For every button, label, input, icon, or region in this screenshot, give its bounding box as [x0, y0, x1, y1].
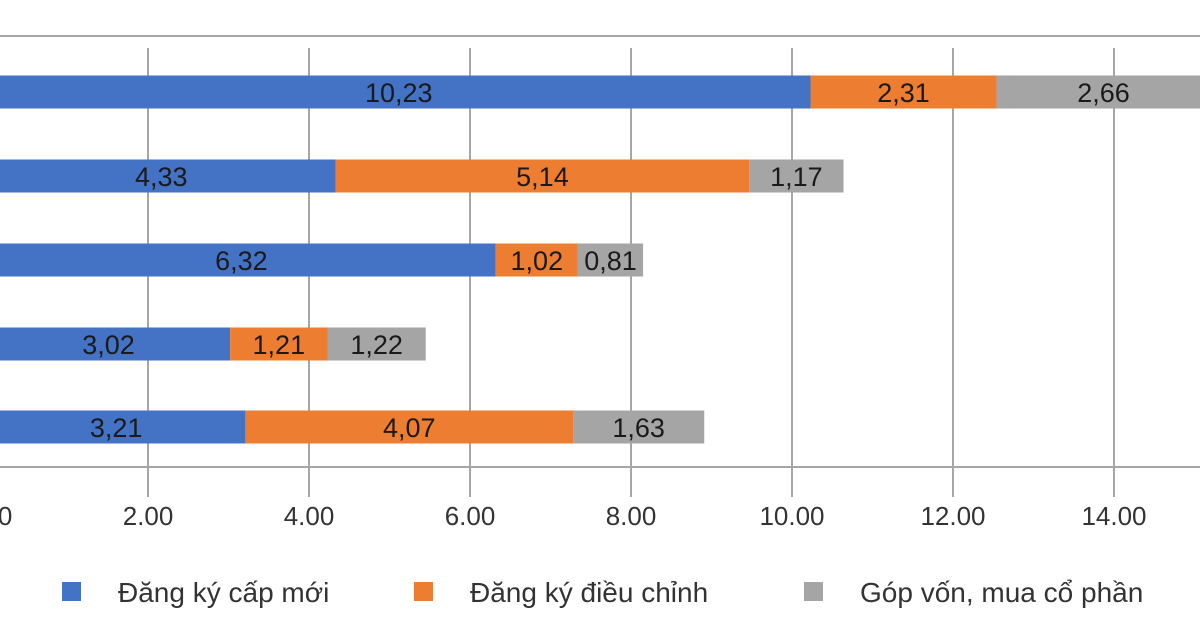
bar-segment — [0, 410, 246, 444]
bar-segment — [230, 327, 328, 361]
bar-segment — [327, 327, 426, 361]
data-label: 2,66 — [1077, 78, 1130, 108]
data-label: 0,81 — [584, 246, 637, 276]
data-label: 3,21 — [90, 413, 143, 443]
data-label: 1,22 — [350, 330, 403, 360]
bar-segment — [577, 243, 644, 277]
x-tick-label: 0.00 — [0, 501, 12, 531]
data-label: 1,63 — [612, 413, 665, 443]
x-tick-label: 2.00 — [123, 501, 174, 531]
x-tick-label: 4.00 — [284, 501, 335, 531]
bar-segment — [245, 410, 574, 444]
data-label: 1,02 — [511, 246, 564, 276]
data-label: 5,14 — [516, 162, 569, 192]
bar-segment — [335, 159, 750, 193]
data-label: 1,17 — [770, 162, 823, 192]
data-label: 6,32 — [215, 246, 268, 276]
legend-label: Góp vốn, mua cổ phần — [860, 577, 1143, 608]
data-label: 4,33 — [135, 162, 188, 192]
bar-segment — [810, 75, 997, 109]
bar-segment — [0, 243, 496, 277]
x-tick-label: 8.00 — [606, 501, 657, 531]
x-tick-label: 6.00 — [445, 501, 496, 531]
bar-segment — [749, 159, 844, 193]
x-tick-label: 12.00 — [920, 501, 985, 531]
data-label: 2,31 — [877, 78, 930, 108]
bar-segment — [0, 75, 811, 109]
legend-swatch — [804, 582, 823, 601]
data-label: 4,07 — [383, 413, 436, 443]
legend-swatch — [62, 582, 81, 601]
bar-segment — [573, 410, 705, 444]
bar-segment — [0, 159, 336, 193]
x-tick-label: 10.00 — [759, 501, 824, 531]
legend-label: Đăng ký điều chỉnh — [470, 577, 708, 608]
data-label: 3,02 — [82, 330, 135, 360]
bar-segment — [0, 327, 231, 361]
x-tick-label: 14.00 — [1081, 501, 1146, 531]
legend-swatch — [414, 582, 433, 601]
legend-label: Đăng ký cấp mới — [118, 577, 329, 608]
bar-segment — [495, 243, 578, 277]
data-label: 10,23 — [365, 78, 433, 108]
data-label: 1,21 — [253, 330, 306, 360]
bar-segment — [996, 75, 1200, 109]
